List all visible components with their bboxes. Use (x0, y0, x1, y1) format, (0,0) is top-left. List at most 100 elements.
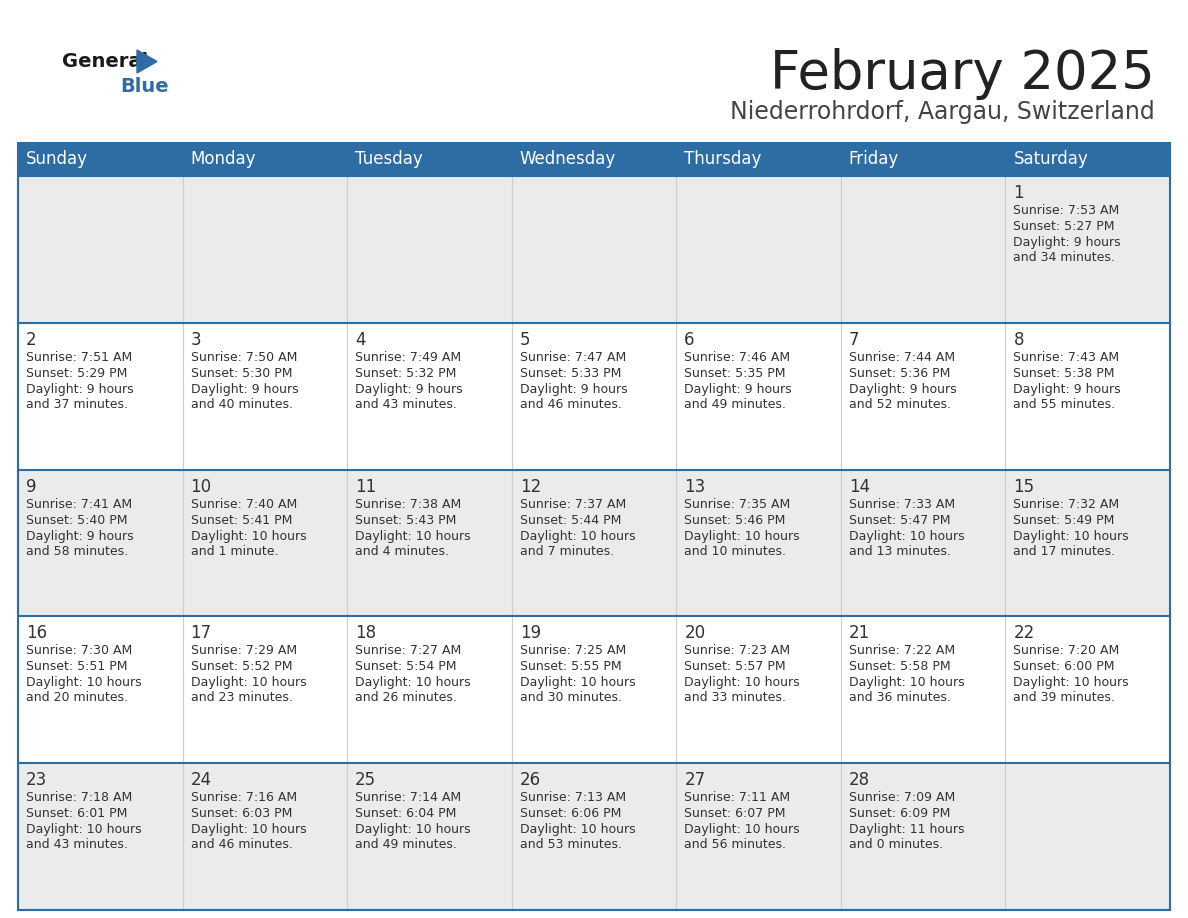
Text: Sunrise: 7:14 AM: Sunrise: 7:14 AM (355, 791, 461, 804)
Text: Sunday: Sunday (26, 151, 88, 169)
Text: 6: 6 (684, 330, 695, 349)
Text: 17: 17 (190, 624, 211, 643)
Text: Sunset: 5:58 PM: Sunset: 5:58 PM (849, 660, 950, 674)
Text: Sunset: 5:49 PM: Sunset: 5:49 PM (1013, 513, 1114, 527)
Text: and 13 minutes.: and 13 minutes. (849, 544, 950, 557)
Text: Daylight: 10 hours: Daylight: 10 hours (519, 823, 636, 836)
Text: and 10 minutes.: and 10 minutes. (684, 544, 786, 557)
Text: and 30 minutes.: and 30 minutes. (519, 691, 621, 704)
Text: and 43 minutes.: and 43 minutes. (355, 397, 457, 410)
Bar (18, 176, 1170, 323)
Text: Sunset: 5:33 PM: Sunset: 5:33 PM (519, 367, 621, 380)
Text: 16: 16 (26, 624, 48, 643)
Text: Sunrise: 7:22 AM: Sunrise: 7:22 AM (849, 644, 955, 657)
Text: 22: 22 (1013, 624, 1035, 643)
Bar (18, 763, 1170, 910)
Text: and 26 minutes.: and 26 minutes. (355, 691, 457, 704)
Text: Daylight: 9 hours: Daylight: 9 hours (26, 530, 133, 543)
Text: Sunrise: 7:25 AM: Sunrise: 7:25 AM (519, 644, 626, 657)
Text: Daylight: 10 hours: Daylight: 10 hours (849, 530, 965, 543)
Text: Sunrise: 7:29 AM: Sunrise: 7:29 AM (190, 644, 297, 657)
Text: Sunrise: 7:41 AM: Sunrise: 7:41 AM (26, 498, 132, 510)
Text: Monday: Monday (190, 151, 257, 169)
Text: and 1 minute.: and 1 minute. (190, 544, 278, 557)
Text: 3: 3 (190, 330, 201, 349)
Text: 27: 27 (684, 771, 706, 789)
Text: Sunset: 5:52 PM: Sunset: 5:52 PM (190, 660, 292, 674)
Text: Daylight: 10 hours: Daylight: 10 hours (26, 677, 141, 689)
Text: and 46 minutes.: and 46 minutes. (190, 838, 292, 851)
Text: Sunrise: 7:16 AM: Sunrise: 7:16 AM (190, 791, 297, 804)
Text: Sunrise: 7:32 AM: Sunrise: 7:32 AM (1013, 498, 1119, 510)
Text: 18: 18 (355, 624, 377, 643)
Text: Sunrise: 7:53 AM: Sunrise: 7:53 AM (1013, 204, 1119, 217)
Text: Sunset: 5:32 PM: Sunset: 5:32 PM (355, 367, 456, 380)
Text: Sunset: 5:46 PM: Sunset: 5:46 PM (684, 513, 785, 527)
Text: Sunrise: 7:27 AM: Sunrise: 7:27 AM (355, 644, 461, 657)
Text: Sunset: 5:44 PM: Sunset: 5:44 PM (519, 513, 621, 527)
Text: Sunset: 6:09 PM: Sunset: 6:09 PM (849, 807, 950, 820)
Text: 26: 26 (519, 771, 541, 789)
Text: 1: 1 (1013, 184, 1024, 202)
Text: Sunrise: 7:11 AM: Sunrise: 7:11 AM (684, 791, 790, 804)
Text: 15: 15 (1013, 477, 1035, 496)
Text: Daylight: 10 hours: Daylight: 10 hours (355, 823, 470, 836)
Text: Sunrise: 7:50 AM: Sunrise: 7:50 AM (190, 351, 297, 364)
Text: Sunset: 5:36 PM: Sunset: 5:36 PM (849, 367, 950, 380)
Bar (18, 470, 1170, 616)
Text: 19: 19 (519, 624, 541, 643)
Text: Sunset: 5:35 PM: Sunset: 5:35 PM (684, 367, 785, 380)
Text: and 36 minutes.: and 36 minutes. (849, 691, 950, 704)
Text: Niederrohrdorf, Aargau, Switzerland: Niederrohrdorf, Aargau, Switzerland (731, 100, 1155, 124)
Text: 24: 24 (190, 771, 211, 789)
Text: Daylight: 10 hours: Daylight: 10 hours (190, 530, 307, 543)
Text: Sunset: 5:29 PM: Sunset: 5:29 PM (26, 367, 127, 380)
Text: Daylight: 9 hours: Daylight: 9 hours (26, 383, 133, 396)
Text: Friday: Friday (849, 151, 899, 169)
Text: 21: 21 (849, 624, 870, 643)
Text: Daylight: 9 hours: Daylight: 9 hours (1013, 383, 1121, 396)
Text: Tuesday: Tuesday (355, 151, 423, 169)
Text: and 33 minutes.: and 33 minutes. (684, 691, 786, 704)
Text: Sunrise: 7:30 AM: Sunrise: 7:30 AM (26, 644, 132, 657)
Bar (18, 143, 1170, 176)
Text: Daylight: 9 hours: Daylight: 9 hours (355, 383, 463, 396)
Text: Sunrise: 7:37 AM: Sunrise: 7:37 AM (519, 498, 626, 510)
Text: Sunrise: 7:38 AM: Sunrise: 7:38 AM (355, 498, 461, 510)
Text: and 7 minutes.: and 7 minutes. (519, 544, 614, 557)
Text: Sunrise: 7:49 AM: Sunrise: 7:49 AM (355, 351, 461, 364)
Text: Sunrise: 7:20 AM: Sunrise: 7:20 AM (1013, 644, 1119, 657)
Text: Sunset: 5:40 PM: Sunset: 5:40 PM (26, 513, 127, 527)
Text: 11: 11 (355, 477, 377, 496)
Text: 5: 5 (519, 330, 530, 349)
Text: and 39 minutes.: and 39 minutes. (1013, 691, 1116, 704)
Text: Sunrise: 7:23 AM: Sunrise: 7:23 AM (684, 644, 790, 657)
Text: Daylight: 10 hours: Daylight: 10 hours (519, 677, 636, 689)
Text: Sunrise: 7:09 AM: Sunrise: 7:09 AM (849, 791, 955, 804)
Text: Sunset: 5:27 PM: Sunset: 5:27 PM (1013, 220, 1114, 233)
Bar (18, 143, 1170, 910)
Text: 14: 14 (849, 477, 870, 496)
Text: Sunset: 5:51 PM: Sunset: 5:51 PM (26, 660, 127, 674)
Text: 12: 12 (519, 477, 541, 496)
Bar (18, 323, 1170, 470)
Text: and 37 minutes.: and 37 minutes. (26, 397, 128, 410)
Text: 2: 2 (26, 330, 37, 349)
Text: 4: 4 (355, 330, 366, 349)
Text: Sunset: 6:00 PM: Sunset: 6:00 PM (1013, 660, 1114, 674)
Text: and 17 minutes.: and 17 minutes. (1013, 544, 1116, 557)
Text: Sunset: 6:06 PM: Sunset: 6:06 PM (519, 807, 621, 820)
Text: Daylight: 11 hours: Daylight: 11 hours (849, 823, 965, 836)
Text: Daylight: 10 hours: Daylight: 10 hours (26, 823, 141, 836)
Text: Daylight: 10 hours: Daylight: 10 hours (355, 677, 470, 689)
Text: Daylight: 10 hours: Daylight: 10 hours (1013, 677, 1129, 689)
Text: Sunset: 6:07 PM: Sunset: 6:07 PM (684, 807, 785, 820)
Text: 23: 23 (26, 771, 48, 789)
Text: Sunrise: 7:43 AM: Sunrise: 7:43 AM (1013, 351, 1119, 364)
Text: Wednesday: Wednesday (519, 151, 615, 169)
Text: Sunset: 5:30 PM: Sunset: 5:30 PM (190, 367, 292, 380)
Text: General: General (62, 52, 148, 71)
Text: February 2025: February 2025 (770, 48, 1155, 100)
Text: Sunset: 6:03 PM: Sunset: 6:03 PM (190, 807, 292, 820)
Text: and 49 minutes.: and 49 minutes. (684, 397, 786, 410)
